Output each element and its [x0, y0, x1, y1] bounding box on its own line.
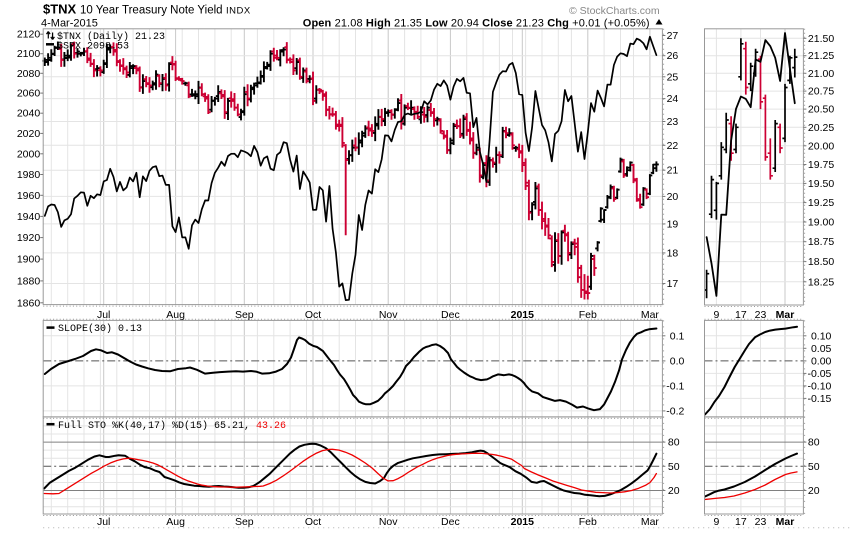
svg-text:Open 21.08 High 21.35 Low 20.9: Open 21.08 High 21.35 Low 20.94 Close 21…: [303, 18, 650, 30]
svg-text:0.1: 0.1: [670, 330, 685, 342]
svg-text:1920: 1920: [17, 232, 41, 244]
svg-text:1900: 1900: [17, 254, 41, 266]
svg-text:Nov: Nov: [379, 309, 398, 321]
svg-text:0.05: 0.05: [811, 343, 832, 355]
svg-text:23: 23: [755, 516, 767, 528]
svg-text:21.25: 21.25: [808, 50, 834, 62]
svg-text:1880: 1880: [17, 275, 41, 287]
svg-text:27: 27: [667, 30, 679, 42]
svg-text:9: 9: [713, 309, 719, 321]
svg-text:SLOPE(30) 0.13: SLOPE(30) 0.13: [58, 323, 142, 335]
svg-text:26: 26: [667, 50, 679, 62]
svg-text:18.75: 18.75: [808, 236, 834, 248]
svg-text:10 Year Treasury Note Yield: 10 Year Treasury Note Yield: [80, 5, 223, 17]
svg-text:Jul: Jul: [97, 309, 110, 321]
svg-text:Full STO %K(40,17) %D(15) 65.2: Full STO %K(40,17) %D(15) 65.21, 43.26: [58, 420, 286, 432]
svg-text:$SPX 2098.53: $SPX 2098.53: [57, 41, 129, 53]
svg-text:Feb: Feb: [579, 309, 597, 321]
svg-text:Sep: Sep: [235, 309, 254, 321]
svg-text:1860: 1860: [17, 297, 41, 309]
svg-text:0.10: 0.10: [811, 330, 832, 342]
svg-text:18.25: 18.25: [808, 276, 834, 288]
svg-text:Nov: Nov: [379, 516, 398, 528]
svg-text:21.00: 21.00: [808, 68, 834, 80]
svg-text:-0.2: -0.2: [666, 405, 684, 417]
svg-text:2015: 2015: [511, 309, 535, 321]
svg-text:Oct: Oct: [305, 516, 321, 528]
svg-text:9: 9: [713, 516, 719, 528]
svg-text:20.00: 20.00: [808, 140, 834, 152]
svg-text:20.50: 20.50: [808, 104, 834, 116]
svg-text:24: 24: [667, 93, 679, 105]
svg-text:Aug: Aug: [166, 309, 185, 321]
svg-text:Jul: Jul: [97, 516, 110, 528]
svg-text:INDX: INDX: [226, 6, 251, 17]
svg-text:2100: 2100: [17, 48, 41, 60]
svg-text:20: 20: [668, 485, 680, 497]
svg-text:Dec: Dec: [441, 309, 460, 321]
svg-text:Dec: Dec: [441, 516, 460, 528]
svg-text:1940: 1940: [17, 211, 41, 223]
svg-text:-0.05: -0.05: [807, 368, 831, 380]
svg-text:19.50: 19.50: [808, 178, 834, 190]
svg-text:Mar: Mar: [776, 516, 795, 528]
svg-text:Sep: Sep: [235, 516, 254, 528]
svg-text:23: 23: [755, 309, 767, 321]
svg-text:17: 17: [667, 278, 679, 290]
svg-text:$TNX: $TNX: [43, 2, 77, 17]
svg-text:80: 80: [668, 437, 680, 449]
svg-text:1980: 1980: [17, 169, 41, 181]
svg-text:19.25: 19.25: [808, 197, 834, 209]
svg-text:20.75: 20.75: [808, 86, 834, 98]
svg-text:1960: 1960: [17, 190, 41, 202]
svg-text:2000: 2000: [17, 148, 41, 160]
svg-text:© StockCharts.com: © StockCharts.com: [569, 5, 660, 17]
svg-text:19: 19: [667, 218, 679, 230]
svg-text:2020: 2020: [17, 128, 41, 140]
svg-text:21.50: 21.50: [808, 33, 834, 45]
svg-text:0.00: 0.00: [811, 355, 832, 367]
svg-text:2015: 2015: [511, 516, 535, 528]
svg-text:$TNX (Daily) 21.23: $TNX (Daily) 21.23: [57, 31, 165, 43]
svg-text:25: 25: [667, 71, 679, 83]
svg-text:18.50: 18.50: [808, 256, 834, 268]
svg-text:80: 80: [808, 437, 820, 449]
svg-text:2120: 2120: [17, 29, 41, 41]
svg-text:Aug: Aug: [166, 516, 185, 528]
svg-text:2080: 2080: [17, 68, 41, 80]
svg-text:17: 17: [735, 309, 747, 321]
svg-text:Feb: Feb: [579, 516, 597, 528]
svg-text:19.75: 19.75: [808, 159, 834, 171]
svg-text:21: 21: [667, 165, 679, 177]
svg-text:17: 17: [735, 516, 747, 528]
svg-text:22: 22: [667, 140, 679, 152]
svg-text:23: 23: [667, 116, 679, 128]
svg-text:-0.15: -0.15: [807, 393, 831, 405]
svg-text:Oct: Oct: [305, 309, 321, 321]
svg-text:Mar: Mar: [776, 309, 795, 321]
svg-text:Mar: Mar: [641, 516, 660, 528]
svg-text:50: 50: [808, 461, 820, 473]
svg-text:Mar: Mar: [641, 309, 660, 321]
svg-text:20: 20: [808, 485, 820, 497]
svg-text:-0.1: -0.1: [666, 380, 684, 392]
svg-text:4-Mar-2015: 4-Mar-2015: [41, 18, 98, 30]
svg-text:18: 18: [667, 247, 679, 259]
svg-text:2040: 2040: [17, 108, 41, 120]
svg-text:2060: 2060: [17, 88, 41, 100]
svg-text:0.0: 0.0: [670, 355, 685, 367]
svg-text:50: 50: [668, 461, 680, 473]
svg-text:20: 20: [667, 191, 679, 203]
svg-text:19.00: 19.00: [808, 217, 834, 229]
svg-text:-0.10: -0.10: [807, 380, 831, 392]
svg-text:20.25: 20.25: [808, 122, 834, 134]
